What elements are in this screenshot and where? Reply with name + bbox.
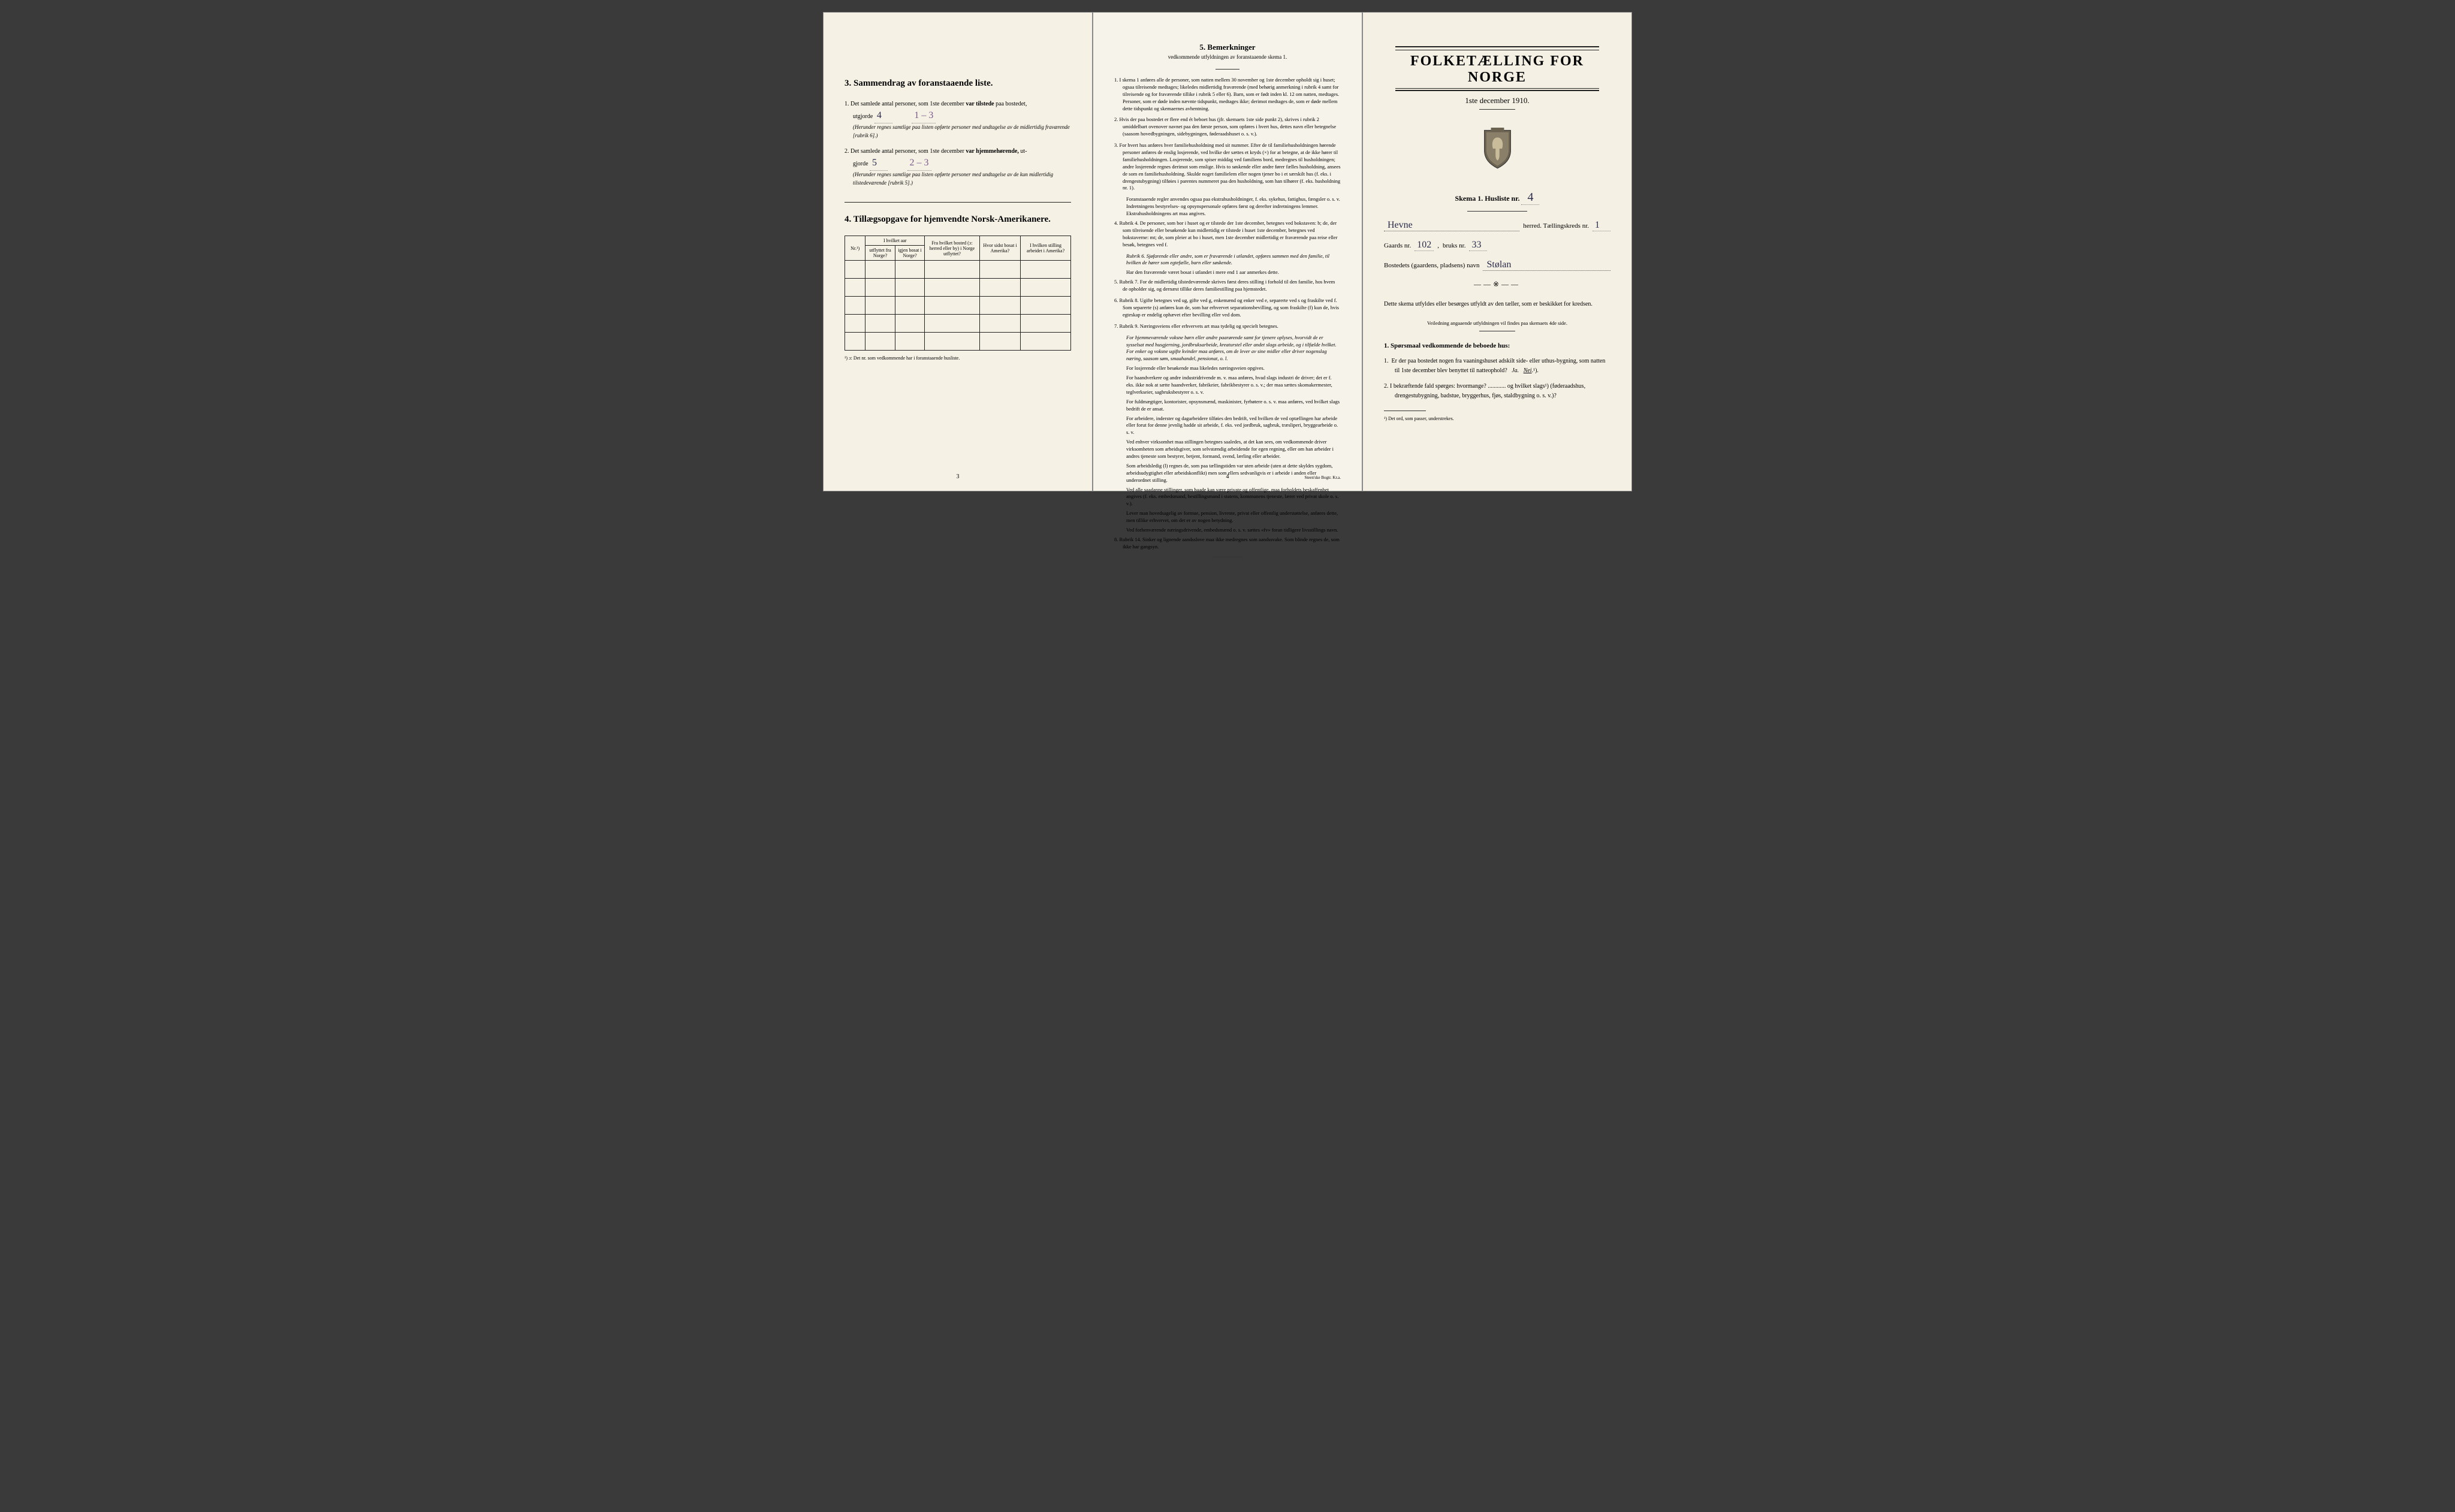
- coat-of-arms: [1384, 128, 1610, 173]
- page-number: 3: [957, 473, 960, 480]
- val-extra1: 1 – 3: [912, 108, 936, 123]
- page-1: 3. Sammendrag av foranstaaende liste. 1.…: [823, 12, 1093, 491]
- form-table: Nr.¹) I hvilket aar Fra hvilket bosted (…: [845, 236, 1071, 351]
- printer-mark: Steen'ske Bogtr. Kr.a.: [1304, 475, 1341, 480]
- document-pages: 3. Sammendrag av foranstaaende liste. 1.…: [823, 12, 1632, 491]
- divider: [845, 202, 1071, 203]
- page-3: FOLKETÆLLING FOR NORGE 1ste december 191…: [1362, 12, 1632, 491]
- table-row: [845, 333, 1071, 351]
- remarks-title: 5. Bemerkninger: [1114, 43, 1341, 52]
- table-row: [845, 297, 1071, 315]
- item-1: 1. Det samlede antal personer, som 1ste …: [845, 99, 1071, 140]
- title-date: 1ste december 1910.: [1384, 96, 1610, 105]
- question-title: 1. Spørsmaal vedkommende de beboede hus:: [1384, 342, 1610, 349]
- remarks-subtitle: vedkommende utfyldningen av foranstaaend…: [1114, 54, 1341, 60]
- gaards-nr: 102: [1415, 240, 1434, 251]
- skema-line: Skema 1. Husliste nr. 4: [1384, 191, 1610, 205]
- bosted-line: Bostedets (gaardens, pladsens) navn Støl…: [1384, 259, 1610, 271]
- ornament: ――※――: [1384, 280, 1610, 289]
- bosted-val: Stølan: [1483, 259, 1610, 271]
- bruks-nr: 33: [1469, 240, 1487, 251]
- page-number: 4: [1226, 473, 1229, 480]
- item-2: 2. Det samlede antal personer, som 1ste …: [845, 147, 1071, 187]
- kreds-nr: 1: [1593, 220, 1610, 231]
- footnote-p3: ¹) Det ord, som passer, understrekes.: [1384, 416, 1610, 421]
- main-title: FOLKETÆLLING FOR NORGE: [1384, 53, 1610, 86]
- question-1: 1. Er der paa bostedet nogen fra vaaning…: [1384, 357, 1610, 376]
- table-row: [845, 315, 1071, 333]
- val-tilstede: 4: [874, 108, 892, 123]
- herred-line: Hevne herred. Tællingskreds nr. 1: [1384, 220, 1610, 231]
- table-row: [845, 261, 1071, 279]
- note-text: Dette skema utfyldes eller besørges utfy…: [1384, 300, 1610, 309]
- val-extra2: 2 – 3: [907, 156, 931, 171]
- table-row: [845, 279, 1071, 297]
- val-hjemme: 5: [870, 156, 888, 171]
- note-small: Veiledning angaaende utfyldningen vil fi…: [1384, 320, 1610, 326]
- section3-title: 3. Sammendrag av foranstaaende liste.: [845, 79, 1071, 89]
- gaards-line: Gaards nr. 102, bruks nr. 33: [1384, 240, 1610, 251]
- herred-val: Hevne: [1384, 220, 1519, 231]
- page-2: 5. Bemerkninger vedkommende utfyldningen…: [1093, 12, 1362, 491]
- footnote: ¹) ɔ: Det nr. som vedkommende har i fora…: [845, 355, 1071, 361]
- question-2: 2. I bekræftende fald spørges: hvormange…: [1384, 382, 1610, 401]
- husliste-nr: 4: [1521, 191, 1539, 205]
- section4-title: 4. Tillægsopgave for hjemvendte Norsk-Am…: [845, 215, 1071, 225]
